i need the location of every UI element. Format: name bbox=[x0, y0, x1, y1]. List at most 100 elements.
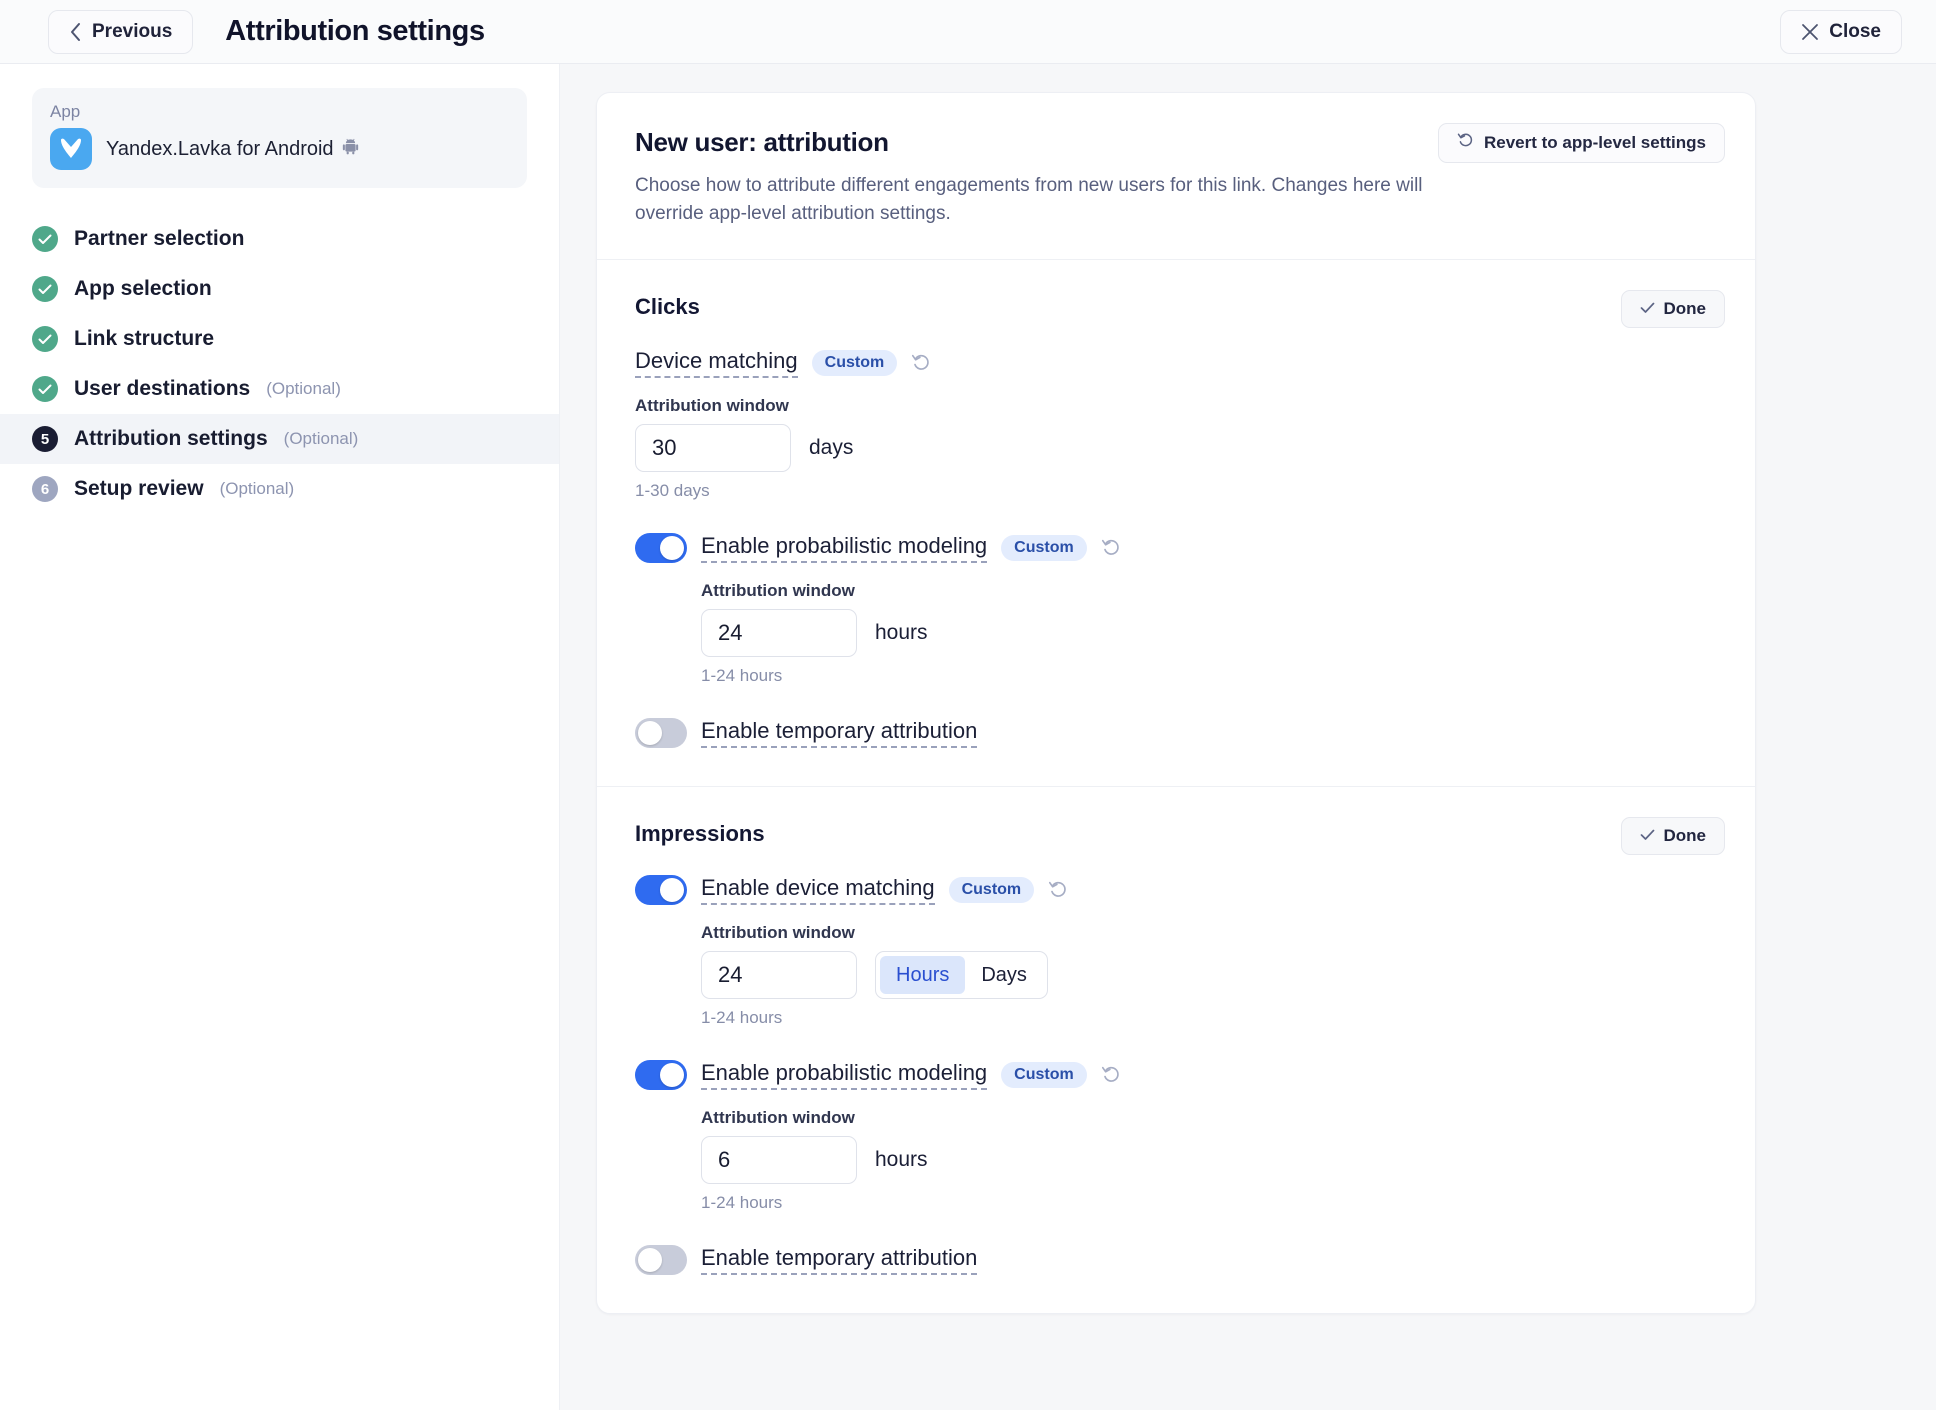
undo-icon[interactable] bbox=[1101, 1065, 1121, 1085]
previous-button-label: Previous bbox=[92, 20, 173, 42]
page-body: App Yandex.Lavka for Android bbox=[0, 64, 1936, 1410]
input-row: hours bbox=[701, 609, 1717, 658]
impressions-device-matching-toggle[interactable] bbox=[635, 875, 687, 906]
toggle-knob bbox=[660, 1063, 684, 1088]
clicks-device-window-hint: 1-30 days bbox=[635, 481, 710, 501]
impressions-temporary-attribution-toggle[interactable] bbox=[635, 1245, 687, 1276]
input-row: hours bbox=[701, 1136, 1717, 1185]
clicks-temporary-attribution-label[interactable]: Enable temporary attribution bbox=[701, 718, 978, 749]
impressions-probabilistic-group: Enable probabilistic modeling Custom Att… bbox=[635, 1060, 1717, 1213]
sidebar-step-label: App selection bbox=[74, 277, 212, 300]
clicks-section-title: Clicks bbox=[635, 294, 700, 320]
impressions-temporary-group: Enable temporary attribution bbox=[635, 1245, 1717, 1276]
sidebar-step-optional: (Optional) bbox=[219, 479, 295, 498]
undo-icon[interactable] bbox=[1048, 880, 1068, 900]
app-name: Yandex.Lavka for Android bbox=[106, 138, 359, 161]
step-check-icon bbox=[32, 226, 58, 252]
impressions-temporary-attribution-label[interactable]: Enable temporary attribution bbox=[701, 1245, 978, 1276]
app-row[interactable]: Yandex.Lavka for Android bbox=[50, 128, 509, 170]
step-number-badge: 5 bbox=[32, 426, 58, 452]
input-row: days bbox=[635, 424, 1717, 473]
field-label: Attribution window bbox=[701, 923, 855, 943]
clicks-done-label: Done bbox=[1663, 299, 1707, 319]
field-label: Attribution window bbox=[635, 396, 789, 416]
impressions-done-label: Done bbox=[1663, 826, 1707, 846]
card-title: New user: attribution bbox=[635, 127, 889, 157]
clicks-device-window-input[interactable] bbox=[635, 424, 791, 473]
undo-icon[interactable] bbox=[1101, 538, 1121, 558]
clicks-temporary-group: Enable temporary attribution bbox=[635, 718, 1717, 749]
impressions-device-window-unit-selector[interactable]: Hours Days bbox=[875, 951, 1048, 1000]
attribution-card: New user: attribution Choose how to attr… bbox=[596, 92, 1756, 1315]
impressions-device-matching-label[interactable]: Enable device matching bbox=[701, 875, 935, 906]
impressions-device-window-hint: 1-24 hours bbox=[701, 1008, 783, 1028]
clicks-device-window-unit: days bbox=[809, 436, 854, 460]
toggle-knob bbox=[660, 878, 684, 903]
field-label: Attribution window bbox=[701, 1108, 855, 1128]
impressions-device-window-input[interactable] bbox=[701, 951, 857, 1000]
sidebar-step-setup-review[interactable]: 6 Setup review (Optional) bbox=[0, 464, 559, 514]
previous-button[interactable]: Previous bbox=[48, 9, 194, 54]
clicks-probabilistic-label[interactable]: Enable probabilistic modeling bbox=[701, 533, 988, 564]
sidebar-step-label: Link structure bbox=[74, 327, 215, 350]
top-bar-right: Close bbox=[1780, 9, 1902, 54]
clicks-probabilistic-window-hint: 1-24 hours bbox=[701, 666, 783, 686]
sidebar-step-partner-selection[interactable]: Partner selection bbox=[0, 214, 559, 264]
revert-to-app-level-settings-button[interactable]: Revert to app-level settings bbox=[1437, 123, 1725, 163]
field-label: Attribution window bbox=[701, 581, 855, 601]
check-icon bbox=[1640, 826, 1655, 846]
sidebar-step-label: Setup review bbox=[74, 477, 204, 500]
sidebar-step-label: Attribution settings bbox=[74, 427, 268, 450]
check-icon bbox=[1640, 299, 1655, 319]
sidebar-step-user-destinations[interactable]: User destinations (Optional) bbox=[0, 364, 559, 414]
clicks-device-matching-row: Device matching Custom bbox=[635, 348, 1717, 379]
step-check-icon bbox=[32, 326, 58, 352]
impressions-probabilistic-label[interactable]: Enable probabilistic modeling bbox=[701, 1060, 988, 1091]
sidebar-step-app-selection[interactable]: App selection bbox=[0, 264, 559, 314]
impressions-device-matching-row: Enable device matching Custom bbox=[635, 875, 1717, 906]
impressions-probabilistic-window-input[interactable] bbox=[701, 1136, 857, 1185]
clicks-probabilistic-badge: Custom bbox=[1001, 535, 1087, 562]
impressions-probabilistic-badge: Custom bbox=[1001, 1062, 1087, 1089]
sidebar-step-link-structure[interactable]: Link structure bbox=[0, 314, 559, 364]
card-description: Choose how to attribute different engage… bbox=[635, 175, 1423, 224]
clicks-probabilistic-toggle[interactable] bbox=[635, 533, 687, 564]
impressions-section: Impressions Done Enable device matching … bbox=[597, 786, 1755, 1313]
card-header: New user: attribution Choose how to attr… bbox=[597, 93, 1755, 261]
page-title: Attribution settings bbox=[225, 15, 485, 47]
clicks-device-matching-label[interactable]: Device matching bbox=[635, 348, 798, 379]
impressions-done-button[interactable]: Done bbox=[1620, 817, 1725, 856]
sidebar-step-attribution-settings[interactable]: 5 Attribution settings (Optional) bbox=[0, 414, 559, 464]
clicks-probabilistic-window: Attribution window hours 1-24 hours bbox=[701, 581, 1717, 686]
sidebar-step-label: User destinations bbox=[74, 377, 251, 400]
impressions-device-matching-window: Attribution window Hours Days 1-24 hours bbox=[701, 923, 1717, 1028]
impressions-probabilistic-window-unit: hours bbox=[875, 1148, 928, 1172]
sidebar-step-optional: (Optional) bbox=[266, 379, 341, 398]
sidebar-step-optional: (Optional) bbox=[283, 429, 359, 448]
chevron-left-icon bbox=[69, 22, 82, 42]
input-row: Hours Days bbox=[701, 951, 1717, 1000]
app-section-label: App bbox=[50, 102, 81, 121]
impressions-probabilistic-window: Attribution window hours 1-24 hours bbox=[701, 1108, 1717, 1213]
toggle-knob bbox=[660, 536, 684, 561]
unit-option-days[interactable]: Days bbox=[981, 963, 1027, 986]
impressions-probabilistic-toggle[interactable] bbox=[635, 1060, 687, 1091]
close-icon bbox=[1801, 23, 1819, 41]
clicks-done-button[interactable]: Done bbox=[1620, 290, 1725, 329]
clicks-probabilistic-window-input[interactable] bbox=[701, 609, 857, 658]
close-button[interactable]: Close bbox=[1780, 9, 1902, 54]
impressions-probabilistic-row: Enable probabilistic modeling Custom bbox=[635, 1060, 1717, 1091]
undo-icon[interactable] bbox=[911, 353, 931, 373]
top-bar: Previous Attribution settings Close bbox=[0, 0, 1936, 64]
clicks-device-matching-badge: Custom bbox=[811, 350, 898, 377]
sidebar-step-label: Partner selection bbox=[74, 227, 245, 250]
step-check-icon bbox=[32, 276, 58, 302]
impressions-device-matching-badge: Custom bbox=[948, 877, 1035, 904]
step-number-badge: 6 bbox=[32, 476, 58, 502]
clicks-device-matching-window: Attribution window days 1-30 days bbox=[635, 396, 1717, 501]
step-check-icon bbox=[32, 376, 58, 402]
wizard-sidebar: App Yandex.Lavka for Android bbox=[0, 64, 560, 1410]
clicks-temporary-attribution-toggle[interactable] bbox=[635, 718, 687, 749]
clicks-section: Clicks Done Device matching Custom bbox=[597, 260, 1755, 786]
unit-option-hours[interactable]: Hours bbox=[880, 956, 966, 995]
